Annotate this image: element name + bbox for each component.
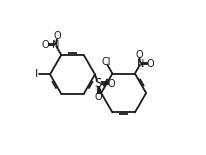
Text: N: N — [136, 59, 144, 69]
Text: O: O — [107, 79, 114, 89]
Text: O: O — [42, 40, 49, 50]
Text: O: O — [135, 50, 142, 60]
Text: S: S — [94, 77, 101, 90]
Text: O: O — [146, 59, 154, 69]
Text: O: O — [94, 92, 101, 102]
Text: Cl: Cl — [101, 58, 111, 67]
Text: I: I — [35, 69, 38, 79]
Text: O: O — [53, 31, 61, 41]
Text: N: N — [52, 40, 59, 50]
